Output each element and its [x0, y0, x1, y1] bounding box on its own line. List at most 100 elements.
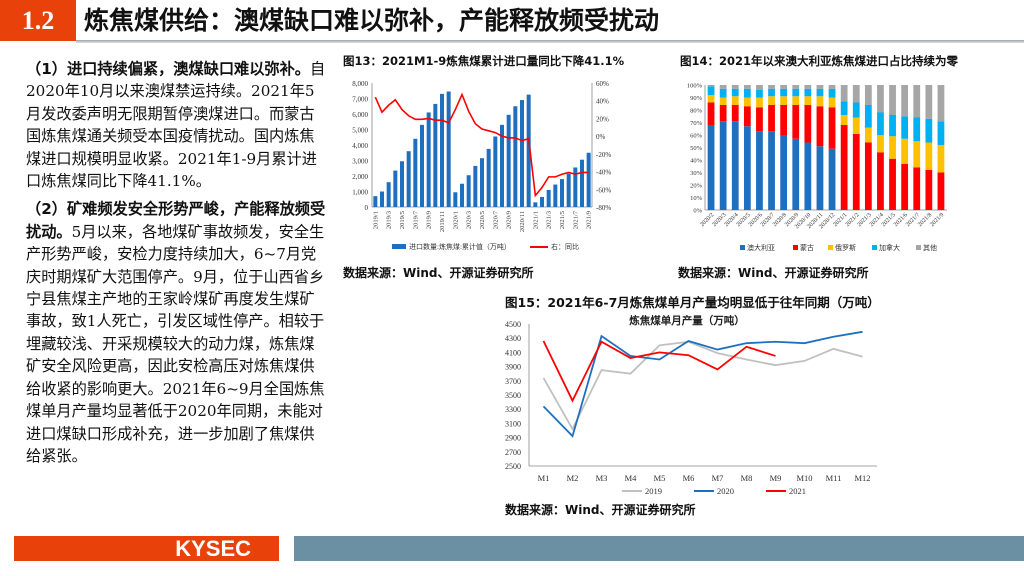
stacked-segment-加拿大	[792, 88, 800, 97]
bar	[586, 152, 591, 207]
stacked-segment-加拿大	[731, 88, 739, 97]
page-title: 炼焦煤供给：澳煤缺口难以弥补，产能释放频受扰动	[84, 6, 660, 35]
x-tick-label: 2019/11	[439, 211, 446, 232]
stacked-segment-其他	[840, 85, 848, 102]
stacked-segment-俄罗斯	[792, 96, 800, 105]
x-tick-label: 2021/1	[532, 211, 539, 229]
stacked-segment-俄罗斯	[768, 96, 775, 105]
x-tick-label: M2	[567, 473, 579, 483]
stacked-segment-蒙古	[804, 105, 812, 143]
paragraph-1: （1）进口持续偏紧，澳煤缺口难以弥补。自2020年10月以来澳煤禁运持续。202…	[26, 58, 328, 192]
stacked-segment-俄罗斯	[864, 127, 872, 143]
stacked-segment-蒙古	[889, 158, 896, 210]
bar	[540, 196, 544, 207]
y-left-tick-label: 7,000	[352, 96, 368, 104]
bar	[420, 124, 424, 207]
bar	[373, 196, 378, 207]
x-tick-label: M12	[854, 473, 870, 483]
stacked-segment-其他	[864, 85, 872, 105]
bar	[486, 148, 491, 207]
y-right-tick-label: -20%	[596, 151, 611, 159]
stacked-segment-俄罗斯	[840, 115, 848, 125]
stacked-segment-加拿大	[828, 88, 836, 98]
y-right-tick-label: -80%	[596, 204, 611, 212]
stacked-segment-加拿大	[756, 90, 763, 98]
bar	[480, 158, 484, 207]
x-tick-label: 2020/11	[519, 211, 526, 232]
y-tick-label: 100%	[687, 83, 703, 90]
stacked-segment-蒙古	[901, 163, 909, 210]
stacked-segment-加拿大	[852, 102, 860, 118]
bar	[526, 94, 531, 207]
bar	[460, 183, 464, 207]
legend-swatch-bar	[392, 244, 406, 249]
legend-swatch	[828, 245, 833, 250]
stacked-segment-其他	[792, 85, 800, 89]
stacked-segment-其他	[743, 85, 751, 89]
x-tick-label: 2019/9	[426, 211, 433, 229]
stacked-segment-蒙古	[828, 107, 836, 149]
stacked-segment-其他	[816, 85, 824, 89]
y-tick-label: 10%	[690, 195, 703, 202]
y-tick-label: 2500	[505, 462, 521, 471]
stacked-segment-俄罗斯	[925, 142, 933, 170]
legend-label: 俄罗斯	[835, 243, 856, 252]
y-right-tick-label: -40%	[596, 169, 611, 177]
figure-15-source: 数据来源：Wind、开源证券研究所	[505, 503, 696, 517]
y-tick-label: 80%	[690, 108, 703, 115]
bar	[506, 114, 511, 207]
x-tick-label: 2021/7	[572, 210, 579, 229]
y-tick-label: 40%	[690, 158, 703, 165]
y-left-tick-label: 5,000	[352, 127, 368, 135]
stacked-segment-蒙古	[877, 152, 884, 210]
x-tick-label: 2021/9	[929, 212, 945, 228]
chart-inner-title: 炼焦煤单月产量（万吨）	[629, 314, 745, 327]
legend-swatch	[793, 245, 798, 250]
stacked-segment-其他	[768, 85, 775, 89]
stacked-segment-加拿大	[937, 121, 945, 145]
y-right-tick-label: 40%	[596, 98, 609, 106]
stacked-segment-蒙古	[731, 105, 739, 122]
y-tick-label: 2900	[505, 434, 521, 443]
legend-label: 2020	[717, 486, 734, 496]
stacked-segment-其他	[877, 85, 884, 113]
bar	[533, 202, 538, 207]
stacked-segment-俄罗斯	[828, 97, 836, 108]
y-tick-label: 20%	[690, 183, 703, 190]
y-tick-label: 50%	[690, 145, 703, 152]
stacked-segment-澳大利亚	[707, 125, 715, 210]
stacked-segment-澳大利亚	[780, 135, 788, 210]
bar	[513, 106, 518, 207]
y-tick-label: 90%	[690, 95, 703, 102]
legend-label: 澳大利亚	[747, 243, 775, 252]
stacked-segment-其他	[901, 85, 909, 117]
stacked-segment-蒙古	[816, 106, 824, 147]
y-tick-label: 4500	[505, 320, 521, 329]
stacked-segment-澳大利亚	[768, 131, 775, 210]
y-left-tick-label: 1,000	[352, 189, 368, 197]
stacked-segment-俄罗斯	[877, 135, 884, 153]
stacked-segment-蒙古	[937, 172, 945, 210]
y-tick-label: 3900	[505, 363, 521, 372]
stacked-segment-蒙古	[792, 105, 800, 139]
stacked-segment-蒙古	[925, 170, 933, 210]
stacked-segment-澳大利亚	[731, 121, 739, 210]
yoy-line	[374, 92, 589, 198]
bar	[406, 151, 411, 207]
section-number: 1.2	[0, 0, 76, 41]
stacked-segment-俄罗斯	[743, 97, 751, 107]
stacked-segment-俄罗斯	[731, 96, 739, 105]
stacked-segment-加拿大	[925, 118, 933, 143]
stacked-segment-澳大利亚	[756, 131, 763, 210]
x-tick-label: 2021/9	[586, 211, 593, 229]
stacked-segment-其他	[925, 85, 933, 119]
stacked-segment-蒙古	[719, 105, 727, 122]
y-tick-label: 3100	[505, 419, 521, 428]
stacked-segment-蒙古	[780, 105, 788, 135]
bar	[413, 138, 418, 207]
bar	[426, 112, 431, 207]
legend-swatch	[916, 245, 921, 250]
stacked-segment-其他	[731, 85, 739, 89]
paragraph-2-body: 5月以来，各地煤矿事故频发，安全生产形势严峻，安检力度持续加大，6~7月党庆时期…	[26, 222, 325, 465]
